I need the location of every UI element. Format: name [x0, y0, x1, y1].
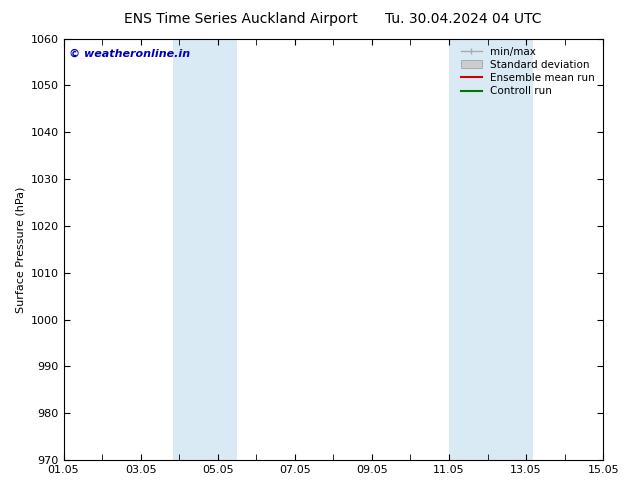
- Bar: [172, 39, 237, 460]
- Text: ENS Time Series Auckland Airport: ENS Time Series Auckland Airport: [124, 12, 358, 26]
- Text: Tu. 30.04.2024 04 UTC: Tu. 30.04.2024 04 UTC: [385, 12, 541, 26]
- Y-axis label: Surface Pressure (hPa): Surface Pressure (hPa): [15, 186, 25, 313]
- Bar: [449, 39, 533, 460]
- Legend: min/max, Standard deviation, Ensemble mean run, Controll run: min/max, Standard deviation, Ensemble me…: [456, 43, 599, 100]
- Text: © weatheronline.in: © weatheronline.in: [69, 49, 190, 59]
